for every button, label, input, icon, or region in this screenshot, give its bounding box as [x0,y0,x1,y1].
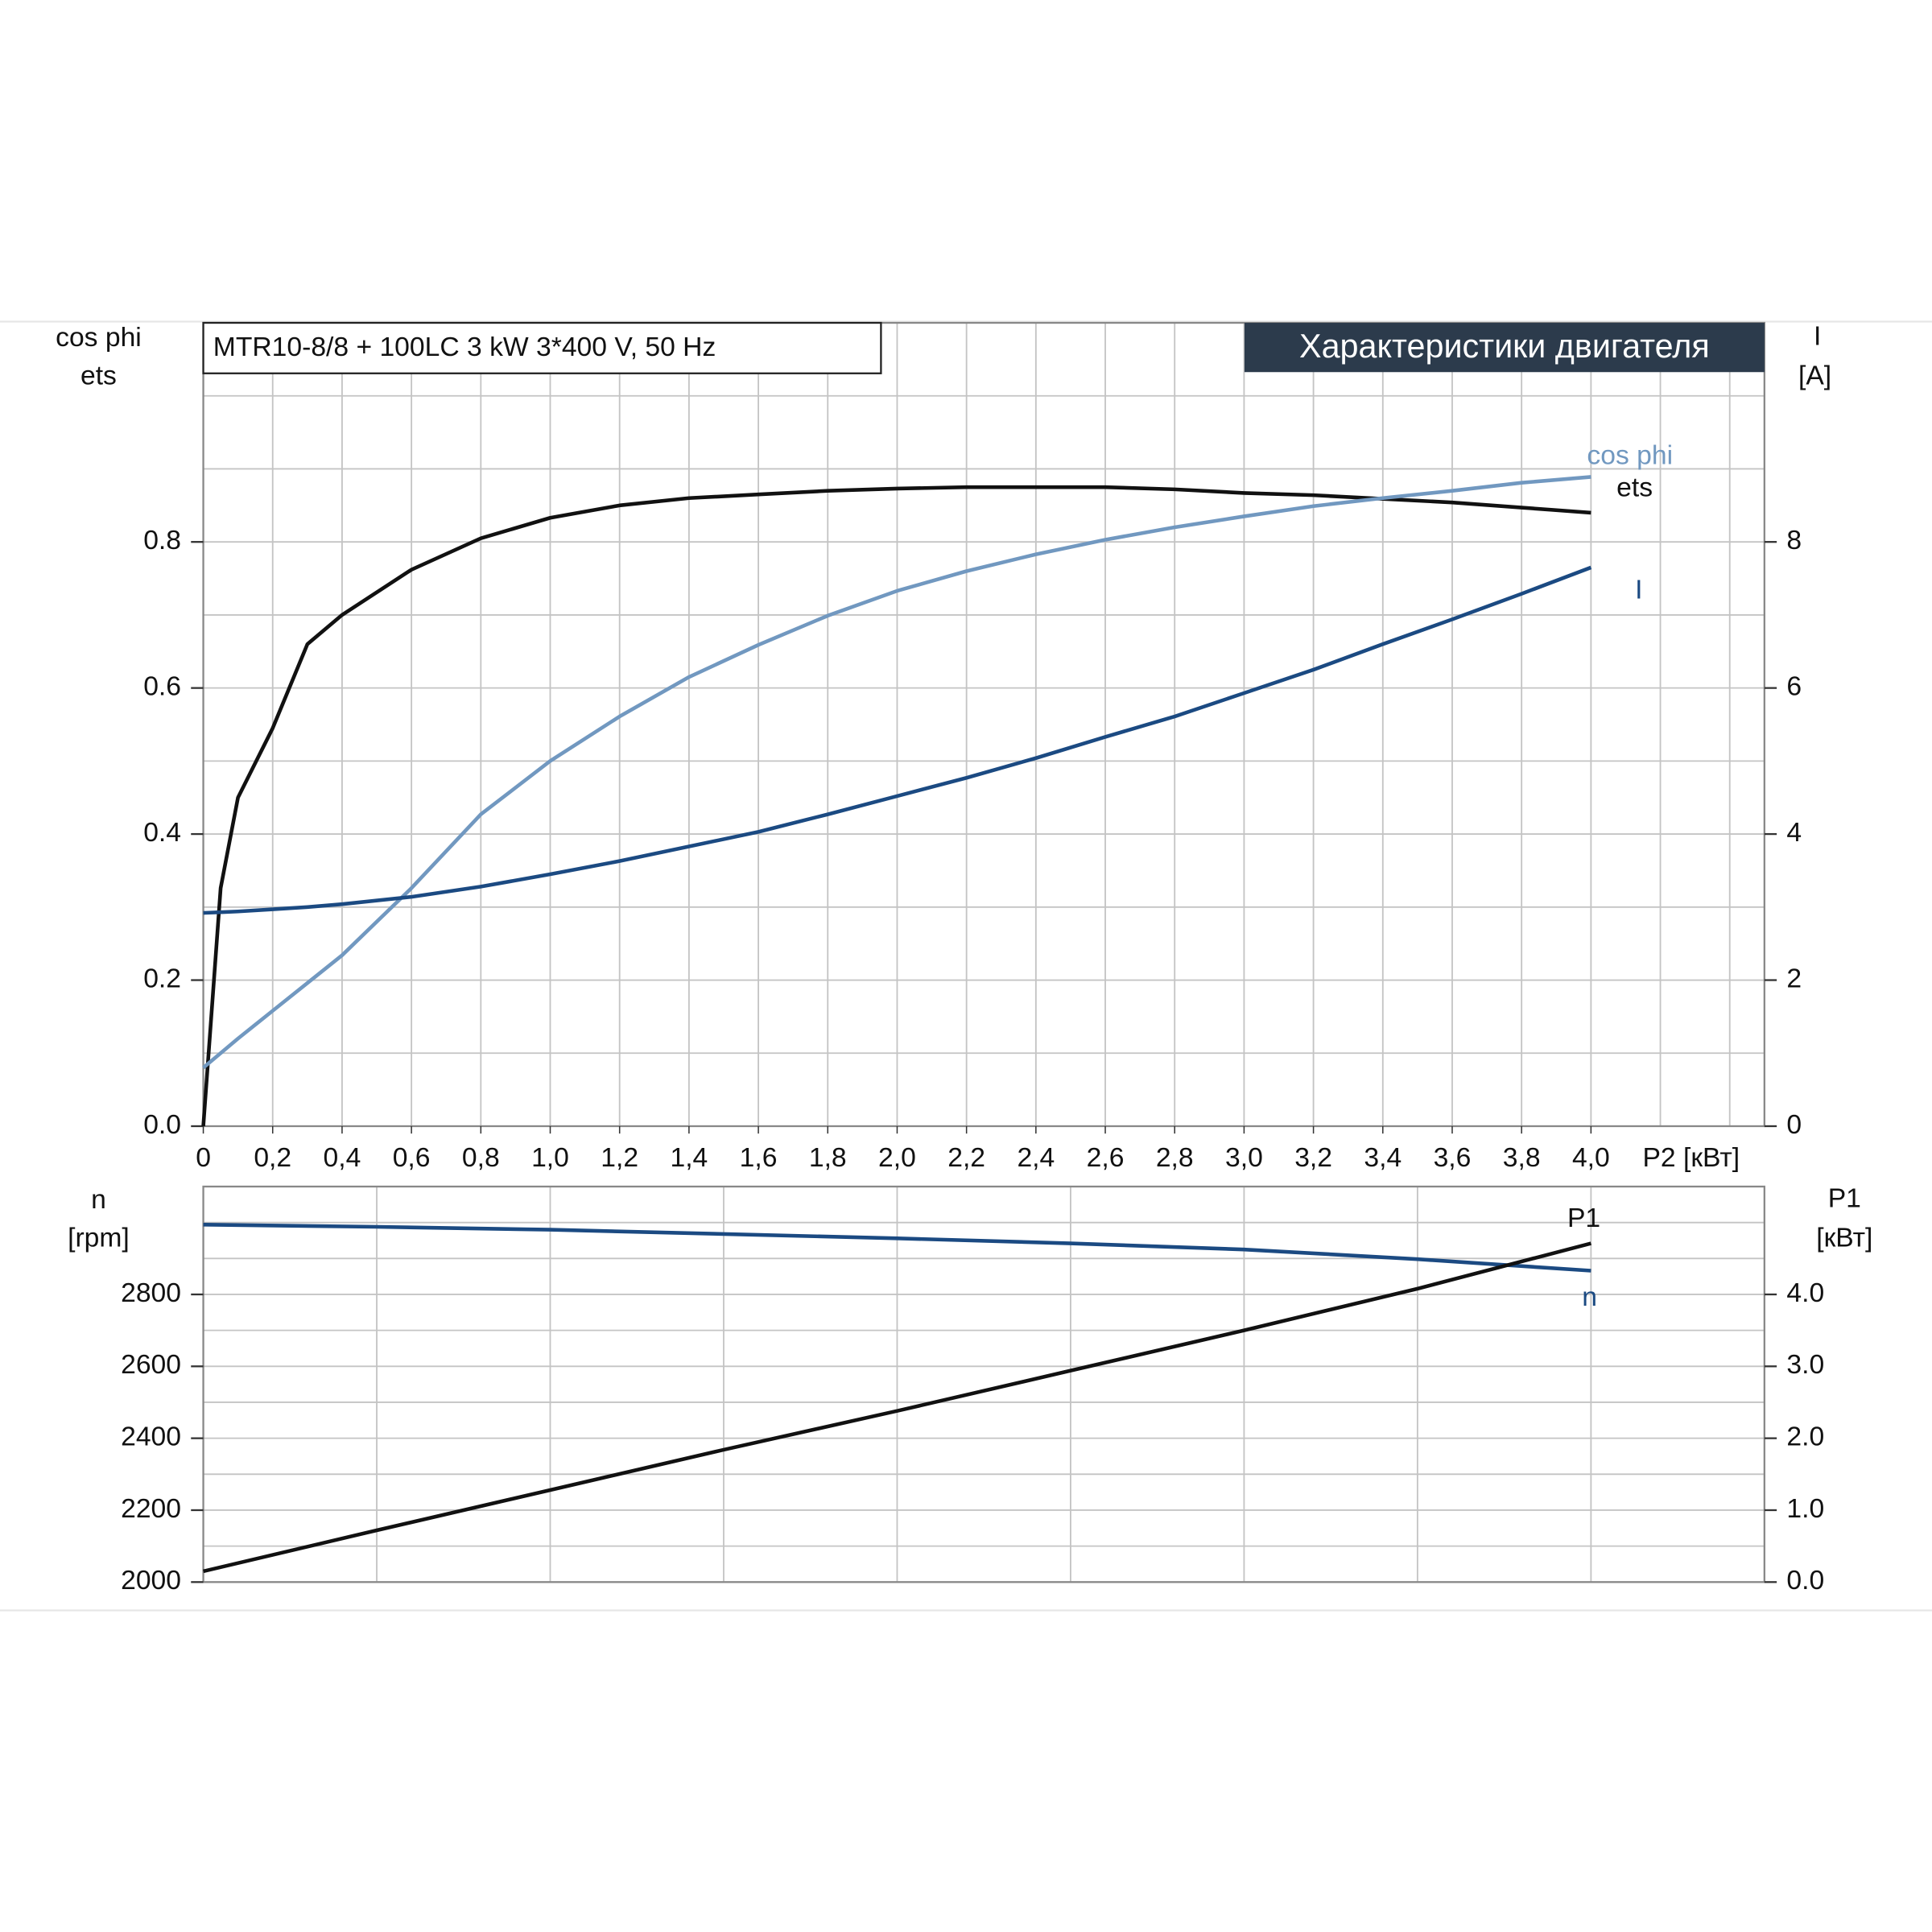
series-label: cos phi [1587,441,1673,471]
plot-frame [202,321,1765,1128]
y-axis-label: n [91,1185,106,1215]
series-line [203,565,1592,915]
x-tick-label: 0,4 [324,1143,361,1173]
y-tick-label: 0.6 [143,672,181,702]
y-tick-label: 0.2 [143,964,181,993]
x-tick-label: 3,4 [1364,1143,1402,1173]
y2-tick-label: 8 [1786,526,1802,555]
y2-axis-label: [кВт] [1816,1224,1872,1253]
y-tick-label: 2600 [121,1350,181,1380]
plot-frame [202,1185,1765,1583]
x-tick-label: 1,4 [670,1143,708,1173]
series-line [203,1223,1591,1273]
x-tick-label: 3,2 [1294,1143,1332,1173]
x-tick-label: 1,0 [531,1143,569,1173]
y2-axis-label: I [1814,321,1821,351]
x-tick-label: 2,4 [1017,1143,1055,1173]
y-tick-label: 0.4 [143,818,181,848]
y-tick-label: 0.8 [143,526,181,555]
y2-tick-label: 2.0 [1786,1422,1824,1452]
y-tick-label: 2800 [121,1278,181,1308]
x-tick-label: 2,2 [947,1143,985,1173]
x-tick-label: 3,6 [1434,1143,1472,1173]
y2-tick-label: 0 [1786,1110,1802,1140]
chart-subtitle: Характеристики двигателя [1299,328,1710,365]
chart-title: MTR10-8/8 + 100LC 3 kW 3*400 V, 50 Hz [213,332,716,362]
y-axis-label: ets [80,361,117,390]
y-axis-label: [rpm] [68,1224,130,1253]
x-tick-label: 1,2 [601,1143,638,1173]
y2-axis-label: P1 [1828,1184,1861,1214]
x-tick-label: 1,8 [809,1143,847,1173]
x-tick-label: 2,0 [878,1143,916,1173]
y-tick-label: 2400 [121,1422,181,1452]
x-tick-label: 0,6 [393,1143,431,1173]
y2-tick-label: 4.0 [1786,1278,1824,1308]
x-tick-label: 2,8 [1156,1143,1194,1173]
series-line [202,475,1591,1070]
y-tick-label: 0.0 [143,1110,181,1140]
series-line [201,485,1591,1127]
x-tick-label: 0 [196,1143,211,1173]
x-tick-label: 4,0 [1572,1143,1610,1173]
series-line [203,1241,1591,1574]
y2-tick-label: 2 [1786,964,1802,993]
x-tick-label: 0,2 [254,1143,291,1173]
series-label: I [1635,576,1642,605]
x-tick-label: 1,6 [740,1143,778,1173]
x-tick-label: 3,0 [1225,1143,1263,1173]
y2-tick-label: 6 [1786,672,1802,702]
x-axis-label: P2 [кВт] [1642,1143,1740,1173]
series-label: n [1582,1282,1597,1312]
y2-axis-label: [A] [1798,361,1831,390]
x-tick-label: 3,8 [1503,1143,1541,1173]
series-label: ets [1616,473,1653,503]
series-label: P1 [1567,1203,1600,1233]
y-tick-label: 2000 [121,1566,181,1596]
y2-tick-label: 3.0 [1786,1350,1824,1380]
y2-tick-label: 0.0 [1786,1566,1824,1596]
title-box [202,321,882,374]
subtitle-badge [1244,323,1765,373]
y-axis-label: cos phi [56,323,142,353]
y2-tick-label: 4 [1786,818,1802,848]
x-tick-label: 2,6 [1087,1143,1125,1173]
x-tick-label: 0,8 [462,1143,500,1173]
y-tick-label: 2200 [121,1494,181,1524]
y2-tick-label: 1.0 [1786,1494,1824,1524]
